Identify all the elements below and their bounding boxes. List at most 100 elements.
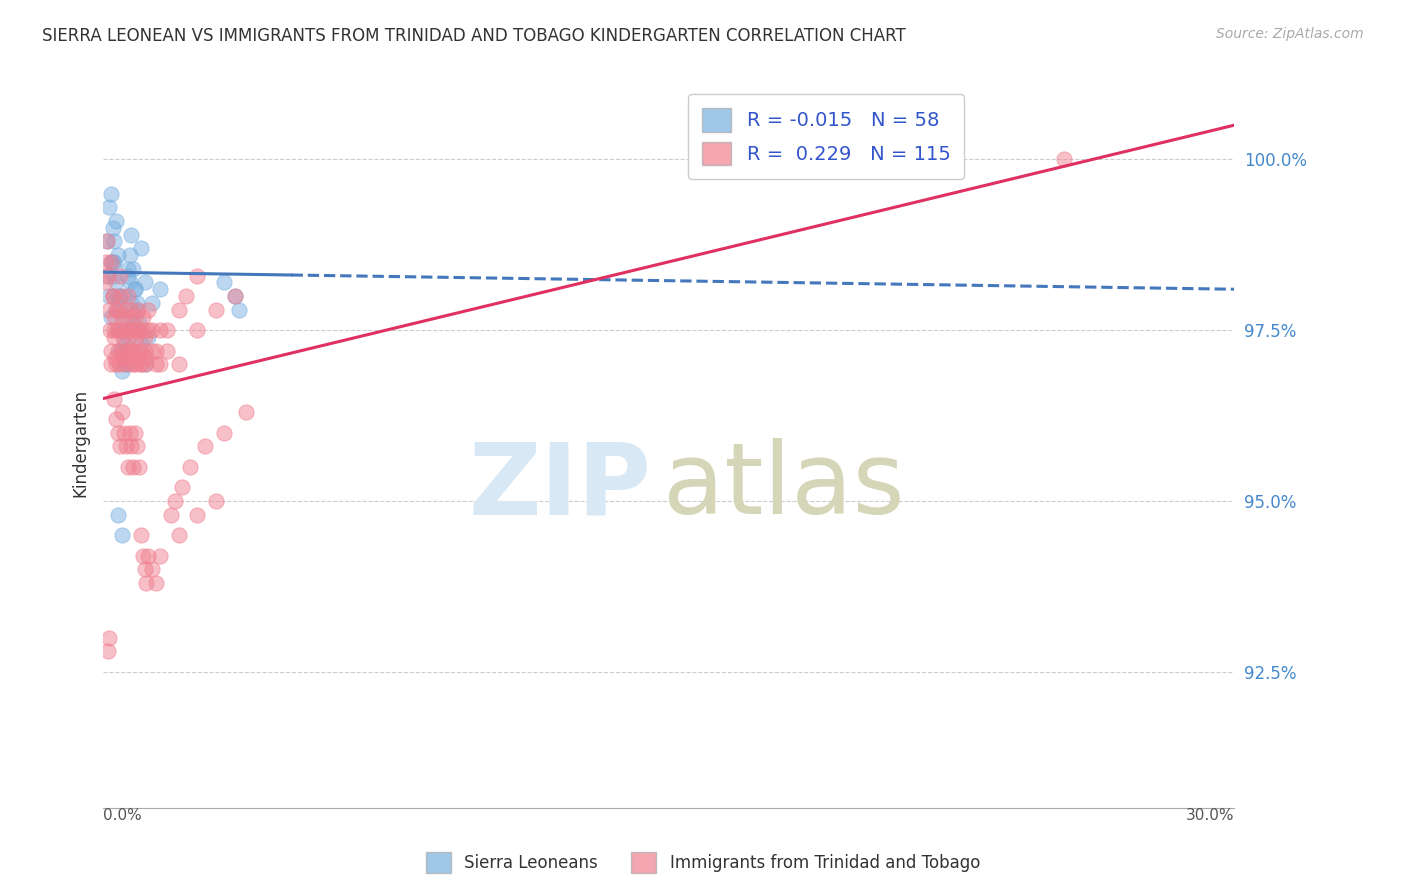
Point bbox=[100, 186, 122, 201]
Point bbox=[212, 425, 235, 440]
Point bbox=[111, 323, 134, 337]
Point bbox=[167, 358, 190, 372]
Point bbox=[101, 289, 124, 303]
Point bbox=[114, 323, 136, 337]
Point bbox=[107, 302, 129, 317]
Point bbox=[134, 330, 156, 344]
Point bbox=[108, 323, 131, 337]
Point bbox=[108, 439, 131, 453]
Point bbox=[138, 549, 160, 563]
Point bbox=[129, 358, 152, 372]
Point bbox=[131, 323, 153, 337]
Point bbox=[114, 358, 136, 372]
Point bbox=[141, 343, 163, 358]
Point bbox=[122, 343, 145, 358]
Point bbox=[141, 323, 163, 337]
Point bbox=[141, 296, 163, 310]
Point bbox=[97, 200, 120, 214]
Point bbox=[124, 310, 146, 324]
Point bbox=[97, 268, 120, 283]
Point bbox=[128, 323, 150, 337]
Point bbox=[108, 302, 131, 317]
Text: 30.0%: 30.0% bbox=[1185, 808, 1234, 823]
Point bbox=[172, 480, 194, 494]
Point bbox=[205, 302, 228, 317]
Point bbox=[134, 276, 156, 290]
Point bbox=[117, 343, 139, 358]
Point bbox=[145, 576, 167, 591]
Point bbox=[118, 358, 141, 372]
Point bbox=[111, 330, 134, 344]
Point bbox=[117, 261, 139, 276]
Point bbox=[117, 330, 139, 344]
Point bbox=[141, 562, 163, 576]
Point bbox=[186, 268, 208, 283]
Point bbox=[111, 405, 134, 419]
Point bbox=[131, 549, 153, 563]
Point bbox=[135, 351, 157, 365]
Point bbox=[108, 289, 131, 303]
Point bbox=[122, 343, 145, 358]
Point bbox=[138, 330, 160, 344]
Point bbox=[120, 227, 142, 242]
Point bbox=[111, 364, 134, 378]
Point bbox=[96, 235, 118, 249]
Point bbox=[125, 323, 148, 337]
Point bbox=[149, 358, 172, 372]
Point bbox=[128, 459, 150, 474]
Text: atlas: atlas bbox=[662, 438, 904, 535]
Point bbox=[135, 358, 157, 372]
Point bbox=[100, 343, 122, 358]
Point bbox=[112, 343, 135, 358]
Text: 0.0%: 0.0% bbox=[103, 808, 142, 823]
Point bbox=[134, 358, 156, 372]
Point bbox=[156, 323, 179, 337]
Point bbox=[163, 494, 186, 508]
Point bbox=[112, 289, 135, 303]
Point bbox=[114, 310, 136, 324]
Point bbox=[115, 343, 138, 358]
Point bbox=[104, 351, 127, 365]
Point bbox=[125, 296, 148, 310]
Point bbox=[174, 289, 197, 303]
Point bbox=[194, 439, 217, 453]
Point bbox=[125, 351, 148, 365]
Point bbox=[120, 439, 142, 453]
Point bbox=[122, 459, 145, 474]
Point bbox=[128, 317, 150, 331]
Point bbox=[114, 358, 136, 372]
Point bbox=[122, 261, 145, 276]
Point bbox=[108, 268, 131, 283]
Point bbox=[107, 289, 129, 303]
Point bbox=[120, 302, 142, 317]
Point bbox=[98, 323, 121, 337]
Point bbox=[134, 343, 156, 358]
Point bbox=[111, 323, 134, 337]
Point bbox=[97, 302, 120, 317]
Point bbox=[1053, 153, 1076, 167]
Point bbox=[134, 562, 156, 576]
Point bbox=[128, 323, 150, 337]
Point bbox=[131, 310, 153, 324]
Point bbox=[118, 248, 141, 262]
Point bbox=[105, 276, 128, 290]
Point bbox=[111, 310, 134, 324]
Y-axis label: Kindergarten: Kindergarten bbox=[72, 389, 89, 497]
Point bbox=[114, 439, 136, 453]
Point bbox=[117, 268, 139, 283]
Point bbox=[94, 255, 117, 269]
Point bbox=[108, 358, 131, 372]
Point bbox=[118, 425, 141, 440]
Point bbox=[103, 392, 125, 406]
Legend: R = -0.015   N = 58, R =  0.229   N = 115: R = -0.015 N = 58, R = 0.229 N = 115 bbox=[689, 95, 965, 179]
Point bbox=[125, 302, 148, 317]
Point bbox=[121, 323, 143, 337]
Point bbox=[120, 296, 142, 310]
Text: SIERRA LEONEAN VS IMMIGRANTS FROM TRINIDAD AND TOBAGO KINDERGARTEN CORRELATION C: SIERRA LEONEAN VS IMMIGRANTS FROM TRINID… bbox=[42, 27, 905, 45]
Point bbox=[124, 282, 146, 296]
Point bbox=[107, 343, 129, 358]
Point bbox=[149, 282, 172, 296]
Point bbox=[117, 459, 139, 474]
Point bbox=[105, 302, 128, 317]
Point bbox=[129, 337, 152, 351]
